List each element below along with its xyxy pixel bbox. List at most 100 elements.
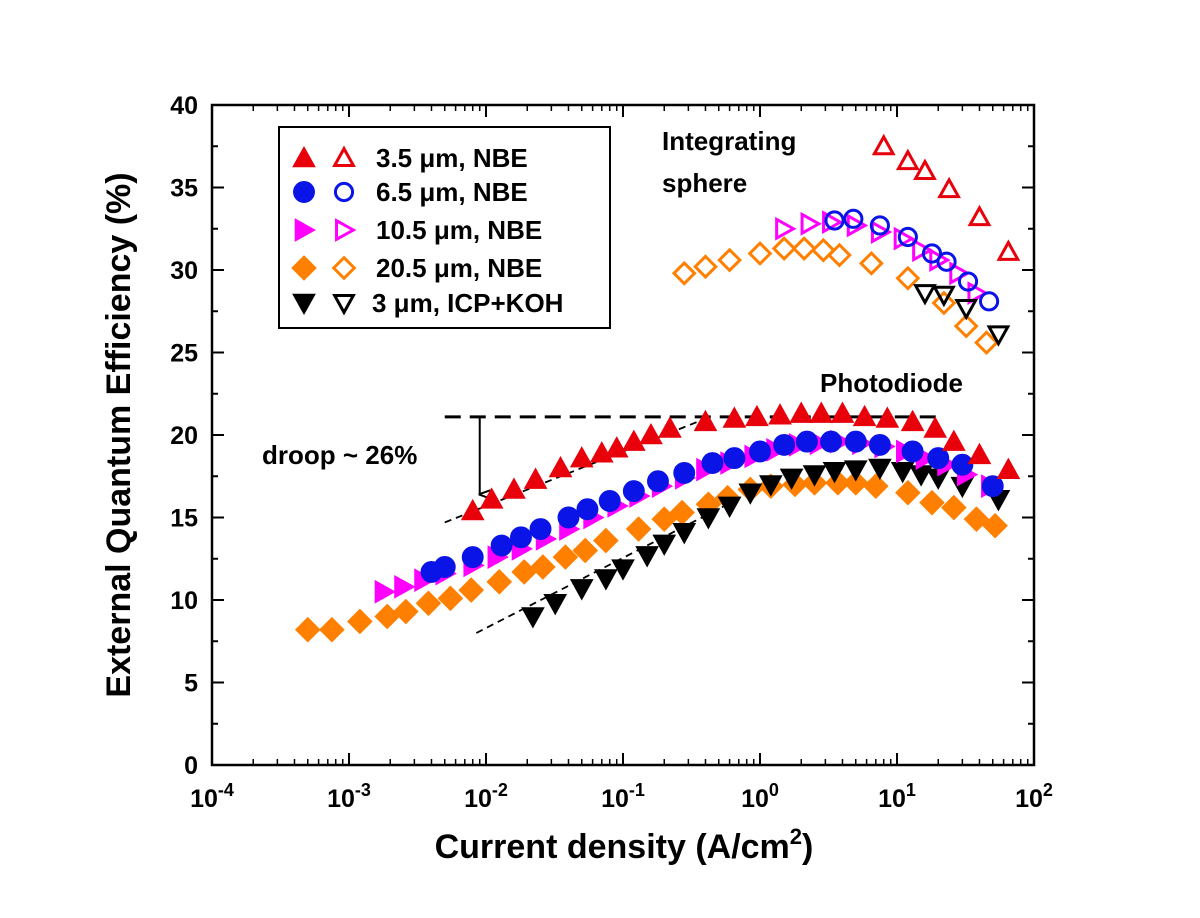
data-point (604, 436, 629, 458)
data-point (843, 460, 868, 482)
x-tick-label: 100 (741, 780, 779, 813)
legend-label: 3 μm, ICP+KOH (372, 288, 563, 318)
data-point (552, 544, 579, 570)
data-point (745, 404, 769, 427)
data-point (523, 467, 548, 489)
data-point (875, 406, 900, 428)
data-point (996, 239, 1021, 261)
data-point (802, 465, 827, 487)
data-point (895, 148, 920, 171)
data-point (347, 608, 373, 635)
data-point (673, 462, 696, 484)
series-circle-filled (420, 430, 1004, 583)
legend-label: 3.5 μm, NBE (376, 143, 528, 173)
y-tick-labels: 0 5 10 15 20 25 30 35 40 (170, 92, 198, 780)
data-point (779, 468, 804, 490)
data-point (795, 430, 818, 453)
data-point (996, 457, 1021, 479)
legend-label: 10.5 μm, NBE (376, 215, 542, 245)
data-point (775, 216, 797, 241)
data-point (986, 325, 1011, 347)
data-point (810, 237, 836, 263)
data-point (530, 554, 556, 580)
data-point (461, 546, 484, 569)
data-point (717, 496, 742, 518)
data-point (951, 453, 974, 476)
data-point (622, 480, 645, 503)
data-point (652, 534, 677, 556)
data-point (982, 512, 1008, 539)
data-point (701, 452, 724, 474)
data-point (717, 247, 743, 273)
data-point (621, 429, 646, 451)
data-point (791, 236, 817, 261)
data-point (824, 210, 845, 231)
legend-marker-open (335, 218, 357, 242)
data-point (529, 518, 552, 540)
axis-ticks (211, 104, 1035, 766)
data-point (822, 462, 847, 484)
data-point (978, 291, 1000, 312)
data-point (953, 313, 979, 339)
y-tick-label: 35 (170, 175, 198, 203)
data-point (486, 569, 513, 595)
legend-marker-filled (293, 181, 315, 203)
data-point (693, 409, 718, 432)
legend-marker-open (333, 181, 355, 203)
data-point (672, 523, 697, 545)
data-point (923, 416, 948, 438)
data-point (502, 477, 526, 499)
data-point (921, 243, 943, 264)
data-point (433, 556, 456, 578)
x-tick-label: 10-1 (601, 780, 645, 813)
data-point (844, 430, 867, 453)
legend-label: 20.5 μm, NBE (376, 253, 542, 283)
data-point (954, 298, 979, 321)
x-axis-label: Current density (A/cm2) (435, 824, 814, 866)
data-point (611, 559, 635, 581)
data-point (820, 430, 842, 453)
droop-label: droop ~ 26% (262, 440, 417, 470)
data-points (294, 133, 1021, 643)
y-tick-label: 10 (170, 587, 198, 615)
data-point (869, 215, 890, 236)
data-point (458, 577, 485, 603)
data-point (890, 462, 915, 484)
data-point (871, 133, 896, 156)
data-point (957, 271, 979, 292)
data-point (521, 607, 545, 629)
data-point (852, 404, 877, 427)
x-tick-label: 10-3 (327, 780, 371, 813)
integrating-sphere-label-line2: sphere (662, 168, 747, 198)
data-point (895, 265, 921, 291)
data-point (625, 516, 652, 542)
data-point (738, 483, 763, 505)
data-point (635, 546, 659, 568)
data-point (510, 526, 532, 549)
data-point (758, 475, 783, 497)
data-point (543, 594, 568, 616)
data-point (576, 498, 599, 521)
data-point (696, 508, 721, 530)
data-point (393, 598, 419, 625)
x-tick-label: 10-2 (464, 780, 508, 813)
data-point (927, 447, 950, 470)
y-tick-label: 5 (184, 670, 198, 698)
data-point (394, 574, 416, 599)
data-point (868, 433, 891, 456)
data-point (963, 506, 990, 532)
data-point (913, 284, 937, 306)
data-point (374, 579, 397, 604)
data-point (771, 236, 797, 261)
data-point (862, 473, 889, 499)
series-triangle-up-filled (460, 401, 1021, 521)
data-point (572, 537, 599, 564)
data-point (594, 569, 618, 591)
data-point (773, 433, 796, 456)
data-point (822, 210, 844, 235)
data-point (768, 403, 792, 425)
data-point (415, 590, 442, 617)
data-point (723, 447, 746, 470)
series-diamond-filled (294, 470, 1008, 643)
legend-marker-filled (292, 145, 316, 168)
